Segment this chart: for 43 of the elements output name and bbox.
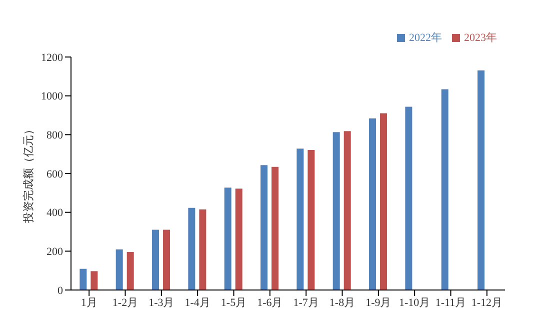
- y-tick-label: 400: [46, 207, 64, 220]
- bar: [272, 166, 279, 290]
- x-tick-label: 1-4月: [184, 296, 210, 309]
- bar: [441, 89, 448, 290]
- bar: [235, 188, 242, 290]
- bar: [332, 132, 340, 290]
- x-tick-label: 1-8月: [329, 296, 356, 309]
- y-tick-label: 1200: [41, 52, 64, 64]
- bar: [188, 208, 196, 290]
- x-tick-label: 1月: [80, 296, 98, 309]
- x-tick-label: 1-3月: [148, 296, 174, 309]
- x-tick-label: 1-7月: [293, 296, 319, 309]
- y-axis-title: 投资完成额（亿元）: [22, 124, 35, 224]
- y-tick-label: 0: [58, 284, 64, 297]
- bar: [478, 70, 485, 290]
- bar: [369, 118, 376, 290]
- bar: [380, 113, 388, 290]
- bar: [405, 106, 412, 290]
- x-tick-label: 1-10月: [398, 296, 430, 309]
- x-tick-label: 1-11月: [435, 296, 466, 309]
- x-tick-label: 1-9月: [366, 296, 392, 309]
- bar: [224, 188, 232, 290]
- y-tick-label: 1000: [41, 90, 64, 103]
- y-tick-label: 800: [46, 130, 64, 142]
- bar: [260, 165, 268, 290]
- bar: [163, 230, 170, 290]
- y-tick-label: 200: [46, 246, 64, 258]
- bar: [344, 131, 351, 290]
- bar: [199, 209, 206, 290]
- legend-label: 2022年: [409, 32, 442, 44]
- bar: [90, 271, 98, 290]
- bar: [116, 249, 123, 290]
- bar: [152, 230, 160, 290]
- bar: [80, 268, 87, 290]
- x-tick-label: 1-2月: [112, 296, 138, 309]
- y-tick-label: 600: [46, 168, 64, 180]
- x-tick-label: 1-5月: [220, 296, 247, 309]
- bar: [126, 252, 134, 290]
- x-tick-label: 1-12月: [471, 296, 503, 309]
- bar: [296, 148, 304, 290]
- legend-label: 2023年: [464, 32, 497, 44]
- bar: [308, 150, 315, 290]
- x-tick-label: 1-6月: [257, 296, 283, 309]
